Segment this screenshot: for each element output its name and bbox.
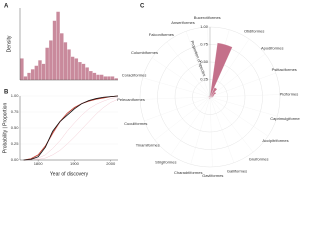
bar xyxy=(209,94,215,98)
bar xyxy=(209,96,211,99)
spoke xyxy=(209,94,280,98)
bar xyxy=(96,74,100,81)
y-axis-title: Probability | Proportion xyxy=(2,103,8,154)
category-label: Piciformes xyxy=(280,91,299,96)
category-label: Psittaciformes xyxy=(272,67,297,72)
r-tick-label: 1.00 xyxy=(200,24,209,29)
x-tick-label: 1900 xyxy=(70,161,80,166)
bar xyxy=(59,33,64,81)
category-label: Cuculiformes xyxy=(124,121,147,126)
spoke xyxy=(185,31,211,98)
r-tick-label: 0.50 xyxy=(200,59,209,64)
spoke xyxy=(209,96,254,153)
bar xyxy=(92,72,97,81)
spoke xyxy=(154,96,211,141)
spoke xyxy=(207,27,211,98)
panel-label: C xyxy=(140,4,145,10)
bar xyxy=(56,11,61,81)
bar xyxy=(114,78,119,81)
spoke xyxy=(142,77,211,98)
bar xyxy=(85,67,90,81)
panel-label: B xyxy=(4,90,9,96)
bar xyxy=(63,42,68,81)
y-axis-title: Density xyxy=(6,35,12,52)
r-tick-label: 0.75 xyxy=(200,42,209,47)
spoke xyxy=(209,96,269,137)
category-label: Tinamiformes xyxy=(136,143,160,148)
x-tick-label: 2000 xyxy=(106,161,116,166)
figure: A Density B 0.00 0.25 0.50 0.75 1.00 1800 1900 200… xyxy=(2,4,300,178)
bar xyxy=(74,58,79,81)
category-label: Coraciiformes xyxy=(122,72,147,77)
line xyxy=(23,97,119,161)
spoke xyxy=(190,96,211,165)
bar xyxy=(103,76,108,81)
spoke xyxy=(151,57,211,98)
category-label: Apodiformes xyxy=(261,45,283,50)
bar xyxy=(70,56,75,81)
line xyxy=(23,95,119,161)
category-label: Falconiformes xyxy=(149,32,174,37)
bar xyxy=(107,76,111,81)
bar xyxy=(45,47,50,81)
spoke xyxy=(209,38,250,98)
bar xyxy=(34,65,39,81)
bar xyxy=(23,76,28,81)
bar xyxy=(27,72,31,81)
category-label: Charadriiformes xyxy=(174,170,202,175)
x-axis-title: Year of discovery xyxy=(50,171,89,177)
spoke xyxy=(209,53,266,98)
category-label: Pelecaniformes xyxy=(117,97,145,102)
panel-label: A xyxy=(4,4,9,10)
bar xyxy=(52,20,57,81)
bar xyxy=(48,40,53,81)
spoke xyxy=(209,96,278,117)
bar xyxy=(209,96,213,98)
category-label: Accipitriformes xyxy=(262,138,288,143)
bar xyxy=(99,74,104,81)
bar xyxy=(209,42,233,98)
bar xyxy=(19,58,24,81)
category-label: Gaviiformes xyxy=(202,173,223,178)
line xyxy=(23,98,119,161)
bar xyxy=(30,69,35,81)
category-label: Galliformes xyxy=(227,168,247,173)
bar xyxy=(209,91,217,98)
r-tick-label: 0.25 xyxy=(200,77,209,82)
bar xyxy=(67,49,71,81)
category-label: Otidiformes xyxy=(244,29,264,34)
spoke xyxy=(209,96,235,163)
spoke xyxy=(209,72,276,98)
y-tick-label: 1.00 xyxy=(11,93,20,98)
category-label: Bucerotiformes xyxy=(194,15,221,20)
category-label: Strigiformes xyxy=(155,160,176,165)
bar xyxy=(88,70,93,81)
line xyxy=(23,95,119,161)
spoke xyxy=(140,96,211,100)
bar xyxy=(41,63,46,81)
bar xyxy=(38,60,42,81)
y-tick-label: 0.25 xyxy=(11,141,20,146)
spoke xyxy=(170,96,211,156)
bar xyxy=(110,76,115,81)
category-label: Gruiformes xyxy=(249,156,269,161)
spoke xyxy=(144,96,211,122)
bar xyxy=(209,87,218,98)
y-tick-label: 0.75 xyxy=(11,109,20,114)
bar xyxy=(81,63,86,81)
y-tick-label: 0.00 xyxy=(11,157,20,162)
y-tick-label: 0.50 xyxy=(11,125,20,130)
spoke xyxy=(209,96,213,167)
x-tick-label: 1800 xyxy=(34,161,44,166)
category-label: Caprimulgiformes xyxy=(270,116,300,121)
bar xyxy=(77,61,82,81)
category-label: Anseriformes xyxy=(171,20,195,25)
spoke xyxy=(166,41,211,98)
category-label: Columbiformes xyxy=(131,50,158,55)
